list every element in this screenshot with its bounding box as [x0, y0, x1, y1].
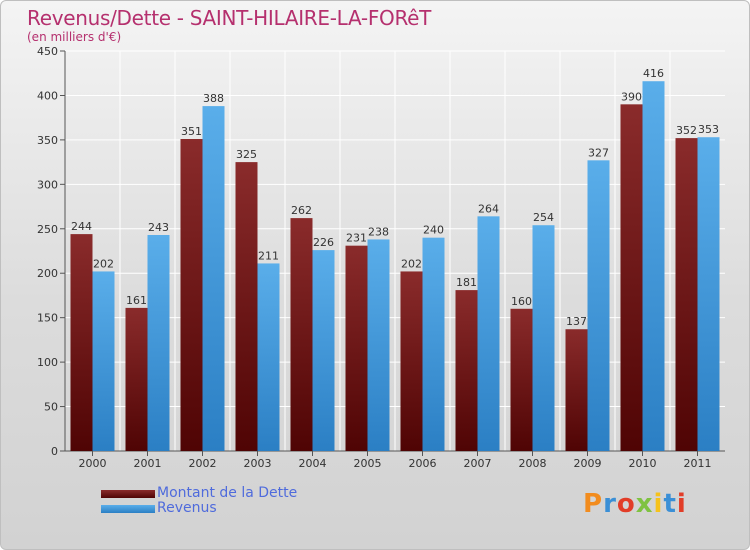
bar-dette-2006 — [400, 271, 423, 451]
legend-label-dette: Montant de la Dette — [157, 485, 298, 501]
value-label-dette-2004: 262 — [291, 204, 312, 217]
legend-label-revenus: Revenus — [157, 500, 217, 516]
y-tick-label: 300 — [37, 178, 58, 191]
value-label-revenus-2008: 254 — [533, 211, 554, 224]
x-tick-label: 2003 — [244, 457, 272, 470]
x-tick-label: 2010 — [629, 457, 657, 470]
bar-revenus-2003 — [257, 263, 280, 451]
x-tick-label: 2005 — [354, 457, 382, 470]
bars — [70, 81, 720, 452]
grid-lines — [65, 50, 725, 451]
x-tick-label: 2004 — [299, 457, 327, 470]
bar-dette-2008 — [510, 308, 533, 451]
value-label-dette-2010: 390 — [621, 90, 642, 103]
bar-revenus-2002 — [202, 106, 225, 451]
y-tick-label: 0 — [51, 445, 58, 458]
bar-revenus-2001 — [147, 235, 170, 451]
x-tick-label: 2006 — [409, 457, 437, 470]
y-tick-label: 200 — [37, 267, 58, 280]
bar-dette-2000 — [70, 234, 93, 451]
logo-letter: i — [676, 489, 687, 519]
x-tick-label: 2009 — [574, 457, 602, 470]
legend-swatch-revenus — [101, 505, 155, 513]
bar-dette-2001 — [125, 307, 148, 451]
y-tick-label: 50 — [44, 401, 58, 414]
value-label-revenus-2006: 240 — [423, 224, 444, 237]
value-label-revenus-2003: 211 — [258, 249, 279, 262]
logo-letter: o — [616, 489, 636, 519]
value-label-dette-2005: 231 — [346, 232, 367, 245]
bar-revenus-2010 — [642, 81, 665, 451]
bar-revenus-2004 — [312, 250, 335, 451]
bar-revenus-2005 — [367, 239, 390, 451]
value-label-dette-2003: 325 — [236, 148, 257, 161]
chart-title: Revenus/Dette - SAINT-HILAIRE-LA-FORêT — [27, 6, 432, 30]
value-label-dette-2011: 352 — [676, 124, 697, 137]
value-label-dette-2007: 181 — [456, 276, 477, 289]
axes: 0 50 100 150 200 250 300 350 400 450 2000 2001 2002 2… — [37, 45, 725, 470]
y-tick-label: 250 — [37, 223, 58, 236]
x-tick-label: 2007 — [464, 457, 492, 470]
bar-dette-2010 — [620, 104, 643, 451]
logo-letter: x — [635, 489, 654, 519]
bar-revenus-2006 — [422, 237, 445, 451]
value-label-revenus-2002: 388 — [203, 92, 224, 105]
x-tick-label: 2008 — [519, 457, 547, 470]
y-tick-label: 100 — [37, 356, 58, 369]
value-label-dette-2006: 202 — [401, 257, 422, 270]
x-tick-label: 2011 — [684, 457, 712, 470]
bar-dette-2009 — [565, 329, 588, 451]
value-label-dette-2009: 137 — [566, 315, 587, 328]
value-label-revenus-2001: 243 — [148, 221, 169, 234]
logo-letter: i — [653, 489, 664, 519]
value-label-revenus-2000: 202 — [93, 257, 114, 270]
bar-revenus-2009 — [587, 160, 610, 452]
bar-dette-2002 — [180, 139, 203, 451]
bar-dette-2003 — [235, 162, 258, 451]
bar-revenus-2011 — [697, 137, 720, 451]
bar-revenus-2008 — [532, 225, 555, 451]
logo-letter: r — [603, 489, 617, 519]
logo-letter: t — [663, 489, 677, 519]
chart-subtitle: (en milliers d'€) — [27, 30, 122, 44]
value-label-revenus-2009: 327 — [588, 146, 609, 159]
bar-dette-2004 — [290, 218, 313, 451]
y-tick-label: 450 — [37, 45, 58, 58]
value-label-dette-2001: 161 — [126, 294, 147, 307]
legend-swatch-dette — [101, 490, 155, 498]
value-label-dette-2000: 244 — [71, 220, 92, 233]
x-tick-label: 2002 — [189, 457, 217, 470]
bar-dette-2005 — [345, 245, 368, 451]
value-label-revenus-2011: 353 — [698, 123, 719, 136]
bar-dette-2007 — [455, 290, 478, 451]
y-tick-label: 400 — [37, 89, 58, 102]
x-tick-label: 2000 — [79, 457, 107, 470]
bar-revenus-2007 — [477, 216, 500, 451]
x-tick-label: 2001 — [134, 457, 162, 470]
bar-dette-2011 — [675, 138, 698, 451]
bar-revenus-2000 — [92, 271, 115, 451]
value-label-revenus-2004: 226 — [313, 236, 334, 249]
value-label-dette-2008: 160 — [511, 295, 532, 308]
y-tick-label: 150 — [37, 312, 58, 325]
value-label-revenus-2010: 416 — [643, 67, 664, 80]
value-label-revenus-2007: 264 — [478, 202, 499, 215]
value-label-revenus-2005: 238 — [368, 225, 389, 238]
labels: 244 202 161 243 351 388 325 211 262 226 231 238 202 2… — [71, 67, 719, 328]
value-label-dette-2002: 351 — [181, 125, 202, 138]
proxiti-logo: Proxiti — [583, 489, 687, 519]
y-tick-label: 350 — [37, 134, 58, 147]
logo-letter: P — [583, 489, 604, 519]
